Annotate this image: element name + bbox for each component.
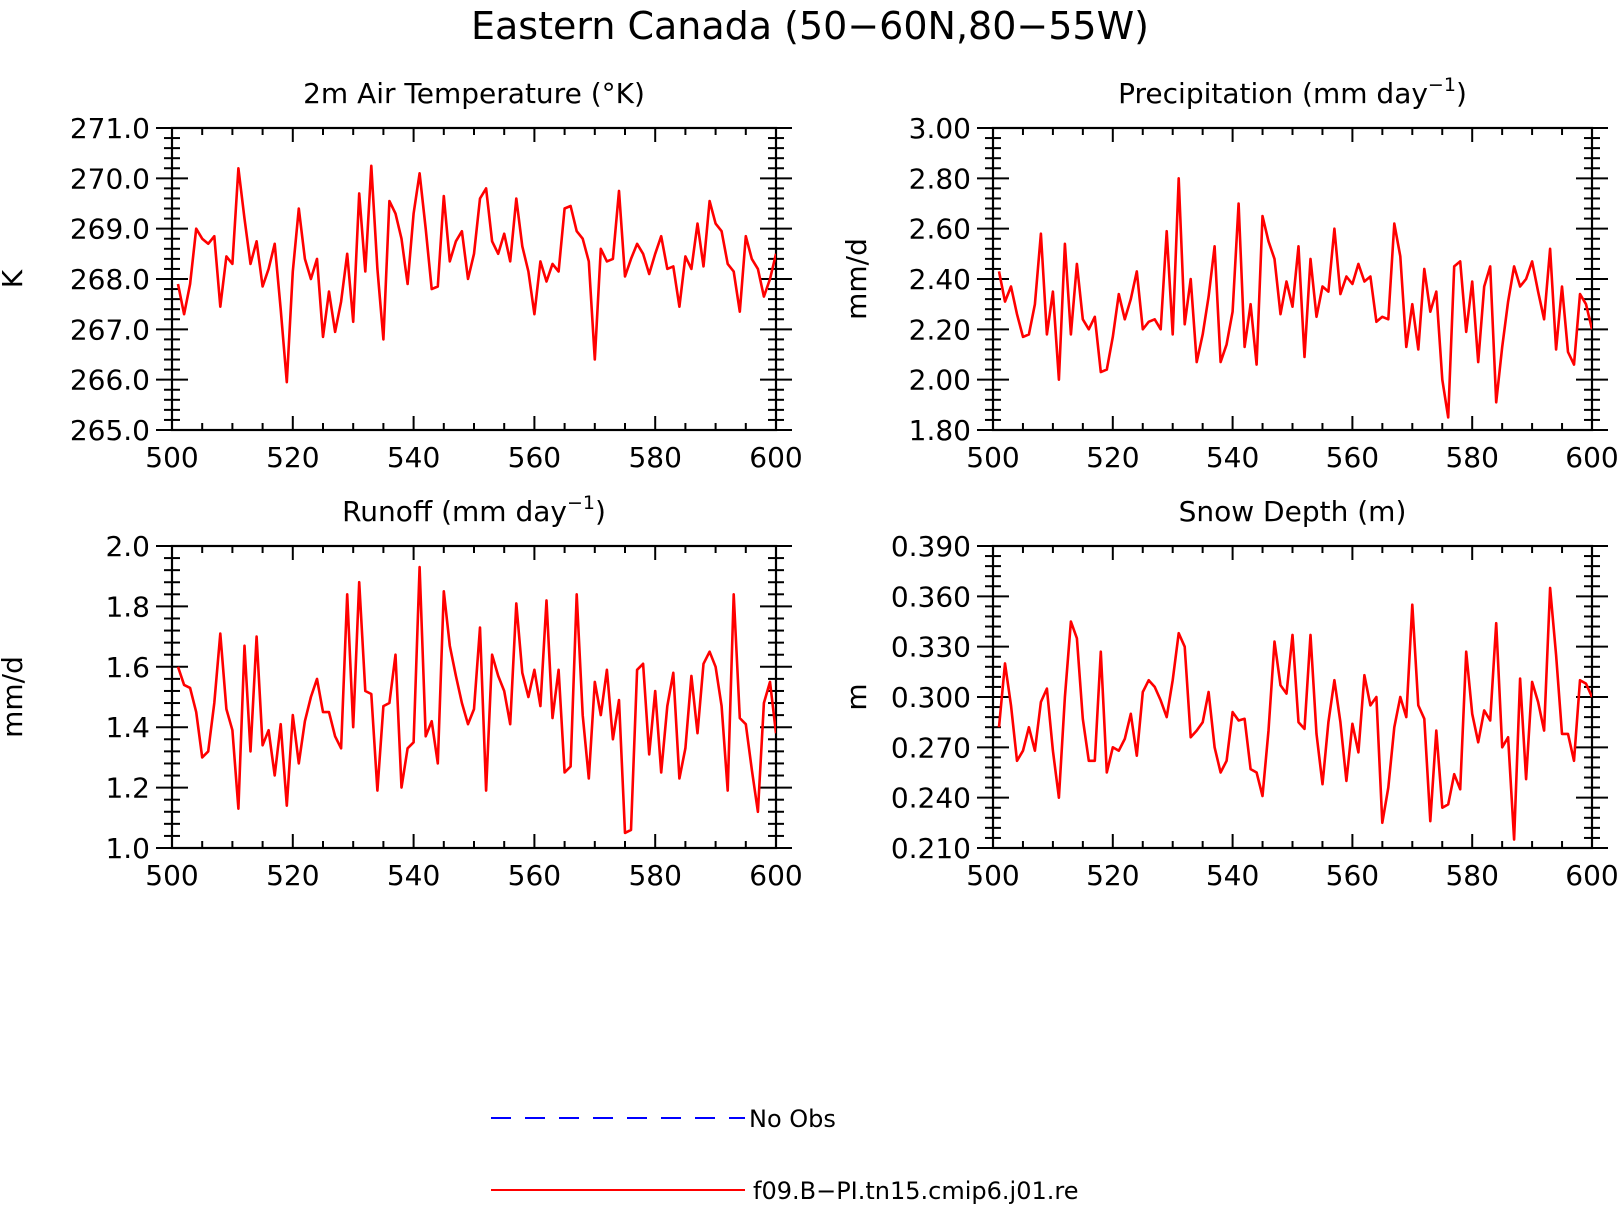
panel-precipitation: 500 520 540 560 580 600 1.80 2.00 2.20 2.40 2.60 2.… bbox=[840, 74, 1619, 474]
snow-depth-y-tick-label: 0.330 bbox=[891, 631, 971, 664]
precipitation-y-axis-label: mm/d bbox=[840, 238, 873, 320]
air-temperature-y-axis-label: K bbox=[0, 269, 29, 288]
snow-depth-plot-frame bbox=[991, 544, 1594, 850]
panel-air-temperature: 500 520 540 560 580 600 265.0 266.0 267.0 268.0 26… bbox=[0, 77, 803, 474]
runoff-y-tick-label: 1.8 bbox=[105, 590, 150, 623]
snow-depth-x-tick-label: 520 bbox=[1086, 859, 1139, 892]
precipitation-x-tick-label: 600 bbox=[1565, 441, 1618, 474]
snow-depth-y-tick-label: 0.270 bbox=[891, 731, 971, 764]
snow-depth-x-tick-label: 500 bbox=[966, 859, 1019, 892]
snow-depth-panel-title: Snow Depth (m) bbox=[1179, 495, 1407, 528]
air-temperature-y-tick-label: 267.0 bbox=[70, 313, 150, 346]
precipitation-x-tick-label: 500 bbox=[966, 441, 1019, 474]
air-temperature-x-tick-label: 520 bbox=[266, 441, 319, 474]
precipitation-x-tick-label: 520 bbox=[1086, 441, 1139, 474]
runoff-y-tick-label: 2.0 bbox=[105, 530, 150, 563]
air-temperature-y-tick-label: 271.0 bbox=[70, 112, 150, 145]
precipitation-y-tick-label: 2.40 bbox=[909, 263, 971, 296]
runoff-y-tick-label: 1.4 bbox=[105, 711, 150, 744]
air-temperature-y-tick-label: 268.0 bbox=[70, 263, 150, 296]
runoff-y-axis-label: mm/d bbox=[0, 656, 29, 738]
snow-depth-series-line bbox=[997, 586, 1592, 841]
runoff-x-tick-label: 500 bbox=[145, 859, 198, 892]
precipitation-series-line bbox=[997, 177, 1592, 419]
snow-depth-y-axis-label: m bbox=[840, 683, 873, 710]
precipitation-plot-frame bbox=[991, 126, 1594, 432]
air-temperature-x-tick-label: 600 bbox=[749, 441, 802, 474]
snow-depth-y-tick-label: 0.300 bbox=[891, 681, 971, 714]
air-temperature-panel-title: 2m Air Temperature (°K) bbox=[303, 77, 645, 110]
runoff-y-tick-label: 1.0 bbox=[105, 832, 150, 865]
runoff-x-tick-label: 540 bbox=[387, 859, 440, 892]
precipitation-panel-title: Precipitation (mm day−1) bbox=[1118, 74, 1467, 110]
snow-depth-x-tick-label: 540 bbox=[1206, 859, 1259, 892]
legend: No Obs f09.B−PI.tn15.cmip6.j01.re bbox=[491, 1105, 1078, 1205]
air-temperature-y-tick-label: 265.0 bbox=[70, 414, 150, 447]
runoff-y-tick-label: 1.6 bbox=[105, 651, 150, 684]
legend-model-label: f09.B−PI.tn15.cmip6.j01.re bbox=[753, 1177, 1078, 1205]
panel-runoff: 500 520 540 560 580 600 1.0 1.2 1.4 1.6 1.8 2.0 Runo… bbox=[0, 492, 803, 892]
air-temperature-x-tick-label: 540 bbox=[387, 441, 440, 474]
panel-snow-depth: 500 520 540 560 580 600 0.210 0.240 0.270 0.300 0.… bbox=[840, 495, 1619, 892]
runoff-panel-title: Runoff (mm day−1) bbox=[342, 492, 606, 528]
snow-depth-y-tick-label: 0.390 bbox=[891, 530, 971, 563]
runoff-x-tick-label: 600 bbox=[749, 859, 802, 892]
snow-depth-y-tick-label: 0.210 bbox=[891, 832, 971, 865]
precipitation-y-tick-label: 2.00 bbox=[909, 364, 971, 397]
legend-obs-label: No Obs bbox=[749, 1105, 836, 1133]
precipitation-y-tick-label: 2.80 bbox=[909, 162, 971, 195]
runoff-x-tick-label: 560 bbox=[508, 859, 561, 892]
runoff-y-tick-label: 1.2 bbox=[105, 772, 150, 805]
snow-depth-x-tick-label: 560 bbox=[1326, 859, 1379, 892]
snow-depth-y-tick-label: 0.240 bbox=[891, 782, 971, 815]
runoff-series-line bbox=[176, 565, 776, 835]
air-temperature-x-tick-label: 580 bbox=[628, 441, 681, 474]
precipitation-y-tick-label: 2.20 bbox=[909, 313, 971, 346]
precipitation-y-tick-label: 1.80 bbox=[909, 414, 971, 447]
runoff-x-tick-label: 580 bbox=[628, 859, 681, 892]
snow-depth-y-tick-label: 0.360 bbox=[891, 580, 971, 613]
air-temperature-y-tick-label: 269.0 bbox=[70, 213, 150, 246]
precipitation-x-tick-label: 560 bbox=[1326, 441, 1379, 474]
precipitation-x-tick-label: 540 bbox=[1206, 441, 1259, 474]
runoff-x-tick-label: 520 bbox=[266, 859, 319, 892]
snow-depth-x-tick-label: 600 bbox=[1565, 859, 1618, 892]
air-temperature-x-tick-label: 500 bbox=[145, 441, 198, 474]
snow-depth-x-tick-label: 580 bbox=[1445, 859, 1498, 892]
air-temperature-y-tick-label: 266.0 bbox=[70, 364, 150, 397]
air-temperature-y-tick-label: 270.0 bbox=[70, 162, 150, 195]
air-temperature-x-tick-label: 560 bbox=[508, 441, 561, 474]
figure-title: Eastern Canada (50−60N,80−55W) bbox=[471, 4, 1149, 48]
precipitation-x-tick-label: 580 bbox=[1445, 441, 1498, 474]
air-temperature-series-line bbox=[176, 164, 776, 384]
precipitation-y-tick-label: 2.60 bbox=[909, 213, 971, 246]
precipitation-y-tick-label: 3.00 bbox=[909, 112, 971, 145]
